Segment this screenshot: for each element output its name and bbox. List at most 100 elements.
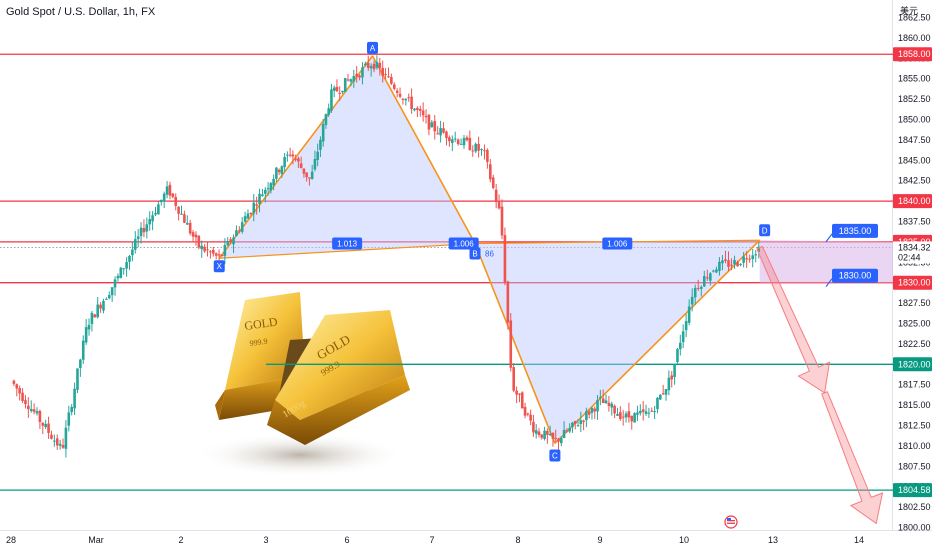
candle-body — [32, 409, 36, 412]
candle-body — [61, 445, 65, 448]
candle-body — [659, 394, 662, 400]
ratio-label[interactable]: 1.013 — [332, 237, 363, 250]
candle-body — [554, 437, 558, 439]
price-level-tag — [893, 483, 932, 498]
candle-body — [494, 189, 498, 202]
candle-body — [240, 222, 244, 232]
candle-body — [291, 154, 295, 157]
candle-body — [489, 164, 492, 180]
candle-body — [681, 331, 685, 343]
x-tick-label: 28 — [6, 535, 16, 545]
point-label-c-bg — [549, 449, 561, 462]
candle-body — [491, 177, 495, 188]
candle-body — [157, 204, 160, 215]
candle-body — [621, 416, 625, 418]
candle-body — [375, 62, 379, 68]
candle-body — [258, 193, 261, 205]
x-tick-label: 8 — [515, 535, 520, 545]
ratio-label-text: 1.006 — [454, 240, 475, 249]
candle-body — [18, 388, 21, 394]
candle-body — [330, 89, 333, 111]
candle-body — [739, 264, 742, 266]
candle-body — [687, 306, 691, 323]
candle-body — [401, 98, 405, 100]
candle-body — [226, 241, 230, 246]
candle-body — [748, 258, 751, 260]
x-tick-label: 6 — [344, 535, 349, 545]
callout-label[interactable]: 1835.00 — [832, 223, 878, 238]
price-level-label: 1858.00 — [898, 49, 931, 59]
candle-body — [627, 411, 631, 418]
candle-body — [200, 245, 204, 250]
ratio-label[interactable]: 1.006 — [602, 237, 633, 250]
candle-body — [346, 79, 350, 81]
candle-body — [448, 137, 451, 142]
point-label-d-text: D — [762, 226, 768, 235]
point-label-c[interactable]: C — [549, 449, 561, 462]
point-label-d[interactable]: D — [759, 224, 771, 237]
candle-body — [338, 92, 342, 94]
projection-arrow[interactable] — [756, 245, 831, 394]
candle-body — [477, 143, 480, 151]
candle-body — [269, 183, 273, 191]
candle-body — [87, 324, 91, 330]
point-label-x-text: X — [217, 262, 223, 271]
candle-body — [90, 312, 94, 325]
candle-body — [15, 384, 19, 389]
candle-body — [745, 258, 748, 260]
point-label-x[interactable]: X — [213, 260, 225, 273]
candle-body — [462, 138, 466, 146]
x-tick-label: 9 — [597, 535, 602, 545]
candle-body — [430, 122, 434, 128]
candle-body — [321, 124, 325, 142]
candle-body — [174, 197, 178, 206]
candle-body — [41, 422, 45, 426]
candle-body — [436, 133, 439, 135]
callout-label[interactable]: 1830.00 — [832, 268, 878, 283]
candle-body — [288, 154, 292, 156]
candle-body — [667, 377, 671, 391]
candle-body — [286, 154, 289, 156]
x-tick-label: 3 — [263, 535, 268, 545]
point-label-a-bg — [367, 41, 378, 54]
candle-body — [673, 363, 676, 378]
candle-body — [264, 189, 267, 194]
candle-body — [229, 239, 232, 243]
callout-text: 1835.00 — [839, 226, 872, 236]
candle-body — [145, 224, 149, 232]
point-label-b[interactable]: B — [469, 247, 481, 260]
candle-body — [297, 158, 300, 162]
candle-body — [721, 260, 724, 264]
candle-body — [610, 403, 614, 408]
ratio-label-text: 1.006 — [607, 240, 628, 249]
point-label-c-text: C — [552, 451, 558, 460]
price-axis[interactable] — [893, 0, 932, 550]
y-tick-label: 1802.50 — [898, 502, 931, 512]
candle-body — [235, 230, 238, 236]
projection-arrow[interactable] — [821, 391, 884, 525]
candle-body — [255, 204, 258, 206]
candle-body — [416, 107, 419, 110]
candle-body — [474, 143, 477, 152]
x-tick-label: 13 — [768, 535, 778, 545]
candle-body — [38, 410, 42, 423]
point-label-a-text: A — [370, 44, 376, 53]
y-tick-label: 1852.50 — [898, 94, 931, 104]
flag-icon[interactable] — [724, 515, 738, 529]
point-label-a[interactable]: A — [367, 41, 378, 54]
candle-body — [480, 149, 483, 151]
candle-body — [702, 276, 706, 287]
candle-body — [53, 440, 56, 442]
candle-body — [607, 402, 611, 406]
candle-body — [644, 411, 648, 414]
candle-body — [185, 222, 189, 225]
candle-body — [272, 179, 275, 186]
candle-body — [540, 434, 544, 438]
candle-body — [93, 314, 97, 318]
ratio-label[interactable]: 1.006 — [448, 237, 479, 250]
candle-body — [421, 110, 425, 116]
candle-body — [404, 98, 408, 101]
candle-body — [616, 414, 619, 416]
candle-body — [724, 259, 727, 261]
